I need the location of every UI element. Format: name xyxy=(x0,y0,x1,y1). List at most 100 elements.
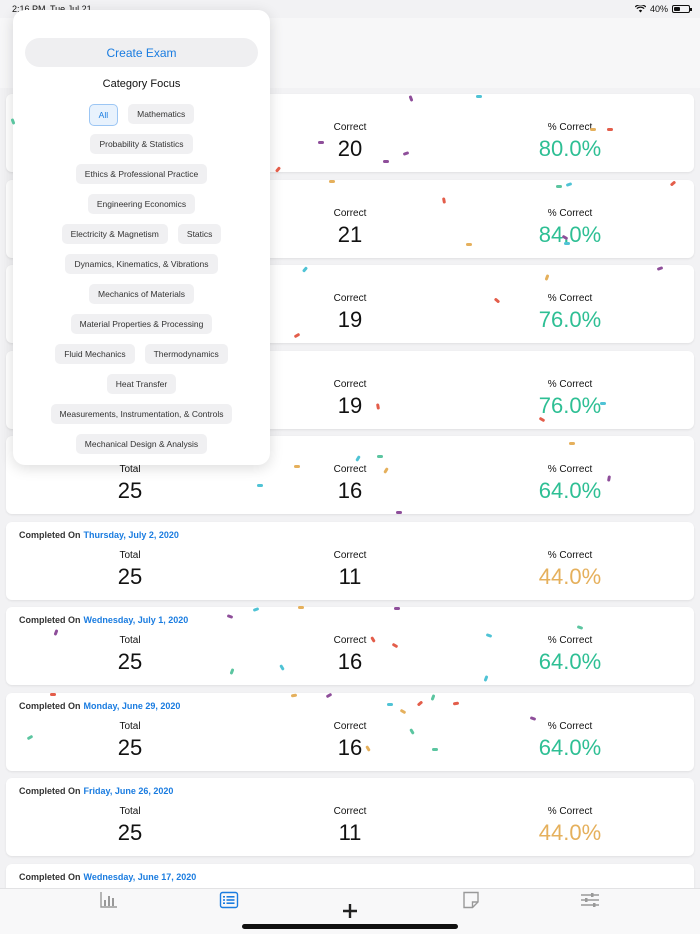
percent-column: % Correct 44.0% xyxy=(500,806,640,846)
note-icon[interactable] xyxy=(461,891,481,909)
completed-on: Completed On Thursday, July 2, 2020 xyxy=(19,530,179,540)
category-chip[interactable]: Mathematics xyxy=(128,104,195,124)
exam-result-card[interactable]: Completed On Thursday, July 2, 2020 Total 2… xyxy=(6,521,694,600)
status-time: 2:16 PM xyxy=(12,4,46,14)
total-label: Total xyxy=(119,635,141,646)
correct-column: Correct 20 xyxy=(300,122,400,162)
percent-column: % Correct 44.0% xyxy=(500,550,640,590)
tab-bar xyxy=(0,888,700,934)
bar-chart-icon[interactable] xyxy=(99,891,119,909)
category-chip[interactable]: Heat Transfer xyxy=(106,374,177,394)
category-chip[interactable]: Probability & Statistics xyxy=(90,134,193,154)
correct-value: 19 xyxy=(337,307,363,332)
category-chip[interactable]: Mechanical Design & Analysis xyxy=(75,434,208,454)
confetti-piece xyxy=(476,95,482,98)
chip-row: Engineering Economics xyxy=(33,194,250,224)
percent-value: 64.0% xyxy=(538,478,602,503)
category-chip[interactable]: Mechanics of Materials xyxy=(89,284,194,304)
category-chip[interactable]: Engineering Economics xyxy=(87,194,196,214)
category-chip[interactable]: Fluid Mechanics xyxy=(55,344,135,364)
plus-icon[interactable] xyxy=(340,901,360,921)
confetti-piece xyxy=(383,160,389,163)
correct-column: Correct 11 xyxy=(300,806,400,846)
percent-column: % Correct 76.0% xyxy=(500,379,640,419)
status-bar: 2:16 PM Tue Jul 21 40% xyxy=(0,0,700,18)
correct-column: Correct 19 xyxy=(300,293,400,333)
category-chip[interactable]: Statics xyxy=(177,224,222,244)
percent-column: % Correct 64.0% xyxy=(500,464,640,504)
confetti-piece xyxy=(600,402,606,405)
confetti-piece xyxy=(394,607,400,610)
total-label: Total xyxy=(119,806,141,817)
correct-value: 20 xyxy=(337,136,363,161)
correct-value: 11 xyxy=(338,563,362,589)
chip-row: Heat Transfer xyxy=(33,374,250,404)
correct-label: Correct xyxy=(333,207,367,219)
sliders-icon[interactable] xyxy=(580,891,600,909)
percent-value: 64.0% xyxy=(538,649,602,674)
completed-on: Completed On Wednesday, July 1, 2020 xyxy=(19,615,188,625)
chip-row: Measurements, Instrumentation, & Control… xyxy=(33,404,250,434)
total-column: Total 25 xyxy=(80,550,180,590)
category-chip[interactable]: Thermodynamics xyxy=(144,344,228,364)
exam-result-card[interactable]: Completed On Friday, June 26, 2020 Total 25… xyxy=(6,778,694,856)
completed-on: Completed On Wednesday, June 17, 2020 xyxy=(19,872,196,882)
percent-column: % Correct 64.0% xyxy=(500,635,640,675)
correct-value: 21 xyxy=(337,221,363,247)
correct-value: 16 xyxy=(337,478,363,503)
total-value: 25 xyxy=(117,734,143,760)
confetti-piece xyxy=(257,484,263,487)
chip-row: Ethics & Professional Practice xyxy=(33,164,250,194)
correct-label: Correct xyxy=(333,720,367,732)
home-indicator xyxy=(242,924,458,929)
category-chip[interactable]: All xyxy=(88,104,119,126)
chip-row: Fluid Mechanics Thermodynamics xyxy=(33,344,250,374)
completed-label: Completed On xyxy=(19,871,81,882)
category-chip[interactable]: Dynamics, Kinematics, & Vibrations xyxy=(65,254,218,274)
correct-label: Correct xyxy=(333,464,367,475)
completed-date: Wednesday, June 17, 2020 xyxy=(83,871,197,882)
confetti-piece xyxy=(432,748,438,751)
confetti-piece xyxy=(590,128,596,131)
status-right: 40% xyxy=(634,4,692,14)
total-column: Total 25 xyxy=(80,464,180,504)
percent-label: % Correct xyxy=(547,464,593,475)
percent-column: % Correct 80.0% xyxy=(500,122,640,162)
total-label: Total xyxy=(119,464,141,475)
percent-column: % Correct 76.0% xyxy=(500,293,640,333)
completed-on: Completed On Monday, June 29, 2020 xyxy=(19,701,180,711)
completed-label: Completed On xyxy=(19,529,81,540)
total-value: 25 xyxy=(117,820,143,845)
completed-date: Monday, June 29, 2020 xyxy=(83,700,181,711)
correct-column: Correct 16 xyxy=(300,635,400,675)
confetti-piece xyxy=(466,243,472,246)
confetti-piece xyxy=(298,606,304,609)
exam-result-card[interactable]: Completed On Monday, June 29, 2020 Total 25… xyxy=(6,692,694,771)
correct-label: Correct xyxy=(333,549,367,561)
category-chip[interactable]: Material Properties & Processing xyxy=(70,314,213,334)
completed-label: Completed On xyxy=(19,786,81,796)
category-chip[interactable]: Ethics & Professional Practice xyxy=(75,164,208,184)
confetti-piece xyxy=(396,511,402,514)
chip-row: Material Properties & Processing xyxy=(33,314,250,344)
confetti-piece xyxy=(564,242,570,245)
total-value: 25 xyxy=(117,478,143,503)
confetti-piece xyxy=(329,180,335,183)
correct-column: Correct 21 xyxy=(300,208,400,248)
completed-label: Completed On xyxy=(19,700,81,711)
percent-value: 64.0% xyxy=(538,734,602,760)
completed-on: Completed On Friday, June 26, 2020 xyxy=(19,786,173,796)
battery-icon xyxy=(672,5,692,13)
category-chip[interactable]: Electricity & Magnetism xyxy=(61,224,168,244)
create-exam-button[interactable]: Create Exam xyxy=(25,38,258,67)
total-column: Total 25 xyxy=(80,635,180,675)
chip-row: Probability & Statistics xyxy=(33,134,250,164)
exam-result-card[interactable]: Completed On Wednesday, July 1, 2020 Total… xyxy=(6,607,694,685)
confetti-piece xyxy=(556,185,562,188)
status-date: Tue Jul 21 xyxy=(50,4,92,14)
category-chip[interactable]: Measurements, Instrumentation, & Control… xyxy=(50,404,233,424)
list-icon[interactable] xyxy=(219,891,239,909)
correct-value: 19 xyxy=(337,392,363,418)
correct-label: Correct xyxy=(333,122,367,133)
completed-date: Thursday, July 2, 2020 xyxy=(83,529,179,540)
